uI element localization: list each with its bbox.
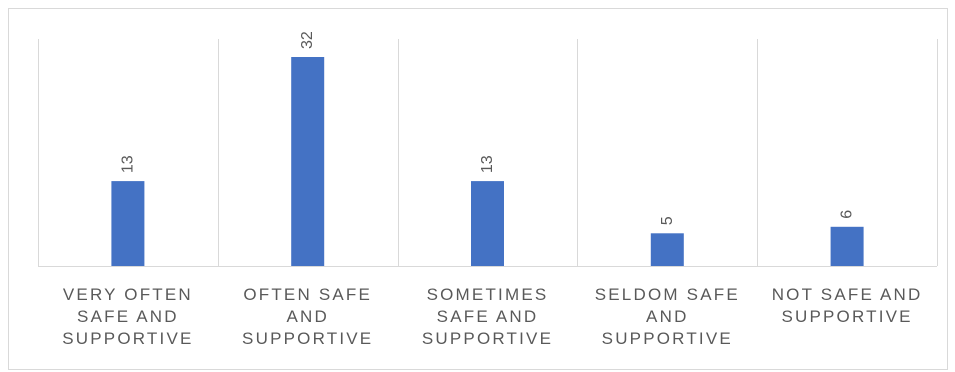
x-tick-label-line: SUPPORTIVE xyxy=(781,307,913,326)
x-tick-label-line: SUPPORTIVE xyxy=(62,329,194,348)
bar xyxy=(471,181,504,266)
x-tick-label-line: SAFE AND xyxy=(436,307,539,326)
bar xyxy=(111,181,145,266)
bar xyxy=(830,226,864,266)
x-tick-label-line: SUPPORTIVE xyxy=(601,329,733,348)
x-tick-label-line: SOMETIMES xyxy=(426,285,549,304)
x-tick-label: SOMETIMES SAFE AND SUPPORTIVE xyxy=(398,284,578,350)
x-tick-label-line: OFTEN SAFE xyxy=(243,285,373,304)
x-tick-label: SELDOM SAFE AND SUPPORTIVE xyxy=(577,284,757,350)
bar xyxy=(291,57,325,266)
chart-frame: 13 32 13 5 6 VERY OFTEN SAFE AND SUPPORTIVE OFT… xyxy=(8,8,948,370)
data-label: 13 xyxy=(119,155,136,173)
data-label: 13 xyxy=(479,155,496,173)
x-tick-label: VERY OFTEN SAFE AND SUPPORTIVE xyxy=(38,284,218,350)
x-tick-label-line: AND xyxy=(286,307,329,326)
x-tick-label: OFTEN SAFE AND SUPPORTIVE xyxy=(218,284,398,350)
x-tick-label-line: SELDOM SAFE xyxy=(594,285,740,304)
x-tick-label-line: SAFE AND xyxy=(77,307,179,326)
x-tick-label-line: SUPPORTIVE xyxy=(242,329,374,348)
bar-chart: 13 32 13 5 6 xyxy=(38,31,938,267)
x-tick-label-line: SUPPORTIVE xyxy=(421,329,554,348)
bar xyxy=(650,233,684,266)
data-label: 5 xyxy=(659,216,676,225)
x-tick-label: NOT SAFE AND SUPPORTIVE xyxy=(757,284,937,328)
data-label: 32 xyxy=(299,31,316,49)
x-tick-label-line: NOT SAFE AND xyxy=(771,285,923,304)
data-label: 6 xyxy=(839,210,856,219)
x-tick-label-line: AND xyxy=(646,307,689,326)
x-tick-label-line: VERY OFTEN xyxy=(62,285,193,304)
